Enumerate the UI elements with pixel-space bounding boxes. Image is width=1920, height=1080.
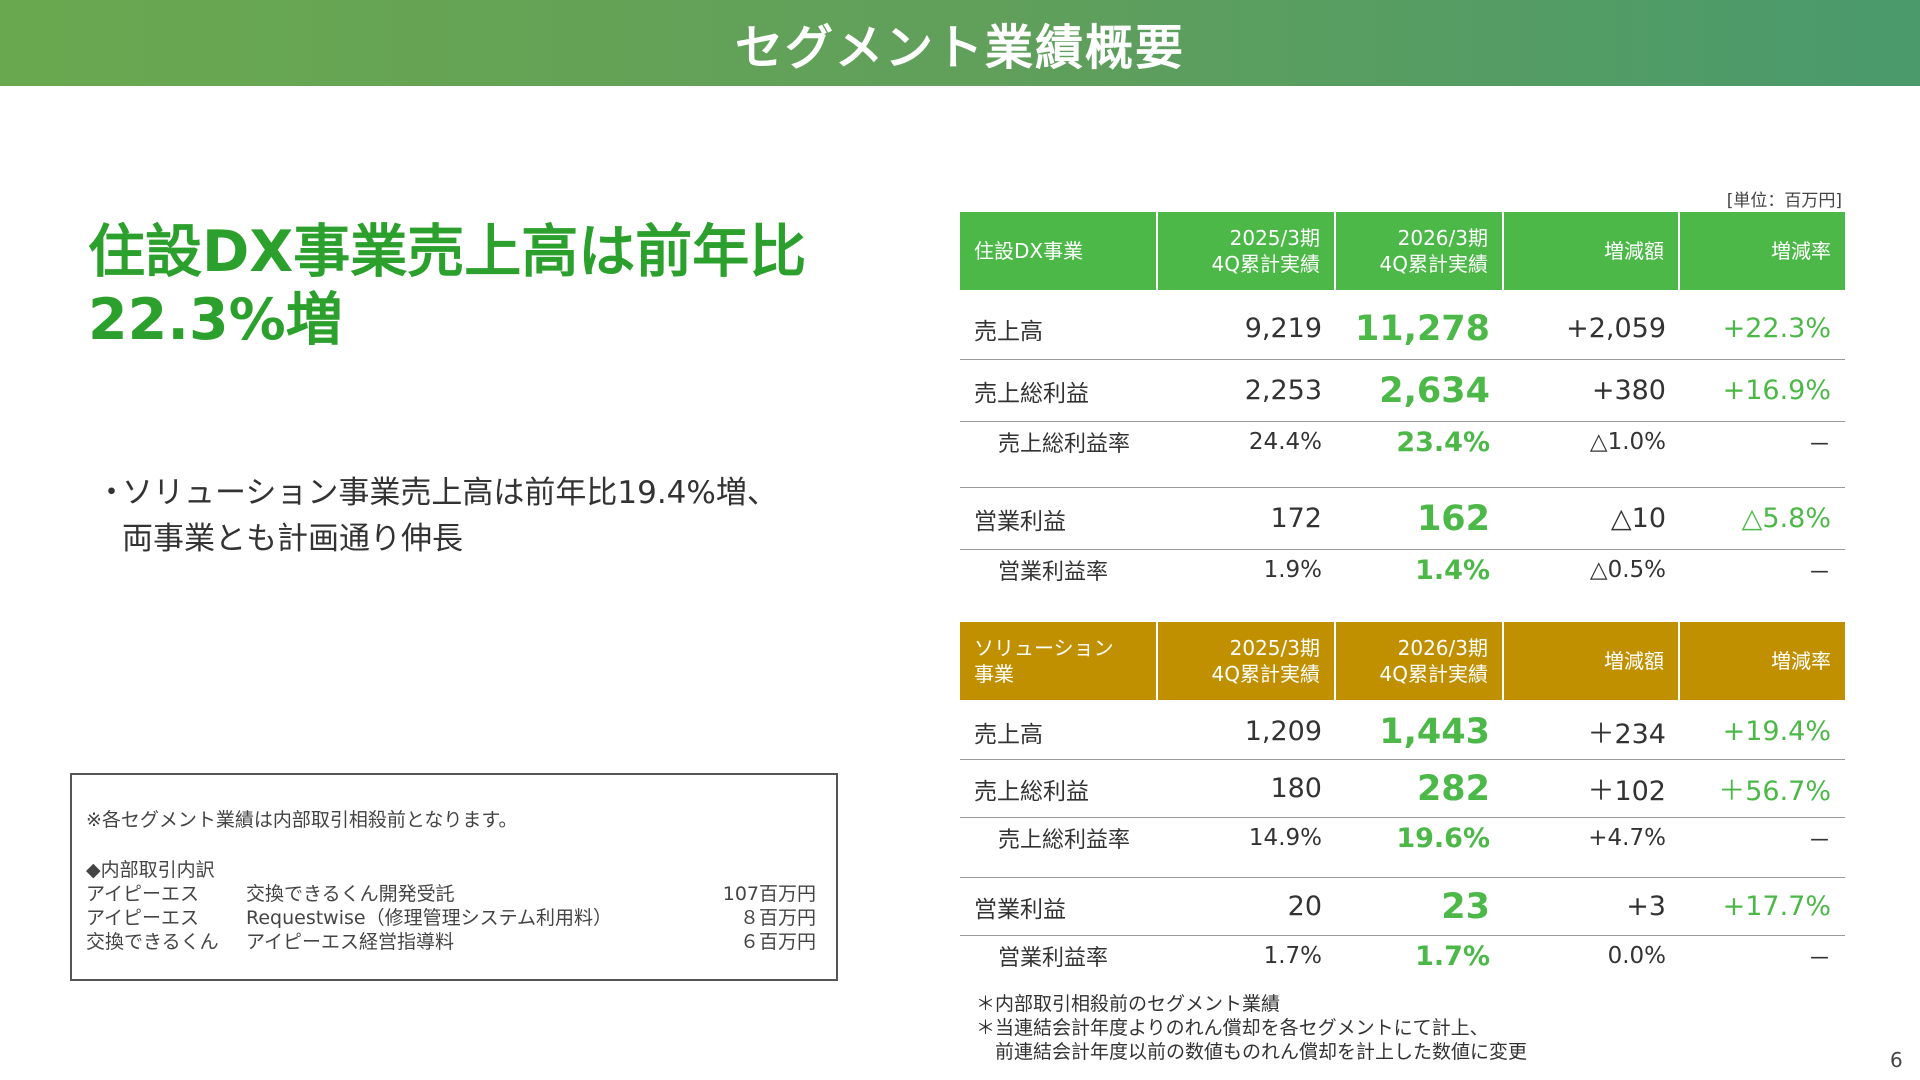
note-item: Requestwise（修理管理システム利用料）: [246, 907, 613, 929]
header-diff: 増減額: [1504, 212, 1680, 290]
internal-transactions-note: ※各セグメント業績は内部取引相殺前となります。 ◆内部取引内訳 アイピーエス 交…: [70, 773, 838, 981]
table-row: 営業利益率 1.9% 1.4% △0.5% －: [998, 554, 1831, 587]
bullet-line-2: 両事業とも計画通り伸長: [122, 521, 463, 557]
note-row: アイピーエス 交換できるくん開発受託 107百万円: [86, 879, 816, 905]
headline: 住設DX事業売上高は前年比 22.3%増: [88, 218, 848, 354]
table-row: 売上高 1,209 1,443 ＋234 +19.4%: [960, 704, 1845, 760]
bullet-point: ・ ソリューション事業売上高は前年比19.4%増、 両事業とも計画通り伸長: [96, 470, 856, 562]
header-segment: 住設DX事業: [960, 212, 1158, 290]
note-amount: 107百万円: [722, 883, 816, 905]
note-row: アイピーエス Requestwise（修理管理システム利用料） ８百万円: [86, 903, 816, 929]
table-header: 住設DX事業 2025/3期 4Q累計実績 2026/3期 4Q累計実績 増減額 増…: [960, 212, 1845, 290]
table-row: 営業利益 172 162 △10 △5.8%: [960, 488, 1845, 550]
table-row: 売上総利益率 14.9% 19.6% +4.7% －: [960, 818, 1845, 878]
unit-label: [単位：百万円]: [1726, 191, 1842, 211]
table-row: 売上総利益 2,253 2,634 +380 +16.9%: [960, 360, 1845, 422]
headline-line-2: 22.3%増: [88, 287, 343, 353]
note-item: アイピーエス経営指導料: [246, 931, 455, 953]
table-header: ソリューション 事業 2025/3期 4Q累計実績 2026/3期 4Q累計実績 増減…: [960, 622, 1845, 700]
footnote-3: 前連結会計年度以前の数値ものれん償却を計上した数値に変更: [976, 1041, 1528, 1063]
header-rate: 増減率: [1680, 212, 1845, 290]
title-band: セグメント業績概要: [0, 0, 1920, 86]
bullet-line-1: ソリューション事業売上高は前年比19.4%増、: [122, 475, 778, 511]
header-rate: 増減率: [1680, 622, 1845, 700]
solution-segment-table: ソリューション 事業 2025/3期 4Q累計実績 2026/3期 4Q累計実績 増減…: [960, 622, 1845, 976]
footnotes: ＊内部取引相殺前のセグメント業績 ＊当連結会計年度よりのれん償却を各セグメントに…: [976, 992, 1527, 1064]
page-number: 6: [1890, 1048, 1903, 1072]
bullet-marker: ・: [96, 475, 127, 511]
note-line-1: ※各セグメント業績は内部取引相殺前となります。: [86, 809, 518, 831]
note-item: 交換できるくん開発受託: [246, 883, 455, 905]
note-amount: ８百万円: [739, 907, 816, 929]
note-amount: ６百万円: [739, 931, 816, 953]
header-prev: 2025/3期 4Q累計実績: [1158, 212, 1336, 290]
note-company: アイピーエス: [86, 907, 200, 929]
page-title: セグメント業績概要: [734, 20, 1185, 76]
footnote-2: ＊当連結会計年度よりのれん償却を各セグメントにて計上、: [976, 1017, 1489, 1039]
footnote-1: ＊内部取引相殺前のセグメント業績: [976, 993, 1281, 1015]
note-line-2: ◆内部取引内訳: [86, 859, 215, 881]
table-row: 売上総利益率 24.4% 23.4% △1.0% －: [960, 422, 1845, 488]
table-row: 売上総利益 180 282 ＋102 ＋56.7%: [960, 760, 1845, 818]
header-diff: 増減額: [1504, 622, 1680, 700]
dx-segment-table: 住設DX事業 2025/3期 4Q累計実績 2026/3期 4Q累計実績 増減額 増…: [960, 212, 1845, 590]
note-company: 交換できるくん: [86, 931, 219, 953]
header-cur: 2026/3期 4Q累計実績: [1336, 212, 1504, 290]
note-company: アイピーエス: [86, 883, 200, 905]
table-row: 売上高 9,219 11,278 +2,059 +22.3%: [960, 298, 1845, 360]
header-prev: 2025/3期 4Q累計実績: [1158, 622, 1336, 700]
header-cur: 2026/3期 4Q累計実績: [1336, 622, 1504, 700]
header-segment: ソリューション 事業: [960, 622, 1158, 700]
table-row: 営業利益 20 23 +3 +17.7%: [960, 878, 1845, 936]
note-row: 交換できるくん アイピーエス経営指導料 ６百万円: [86, 927, 816, 953]
table-row: 営業利益率 1.7% 1.7% 0.0% －: [998, 940, 1831, 973]
headline-line-1: 住設DX事業売上高は前年比: [88, 219, 807, 285]
